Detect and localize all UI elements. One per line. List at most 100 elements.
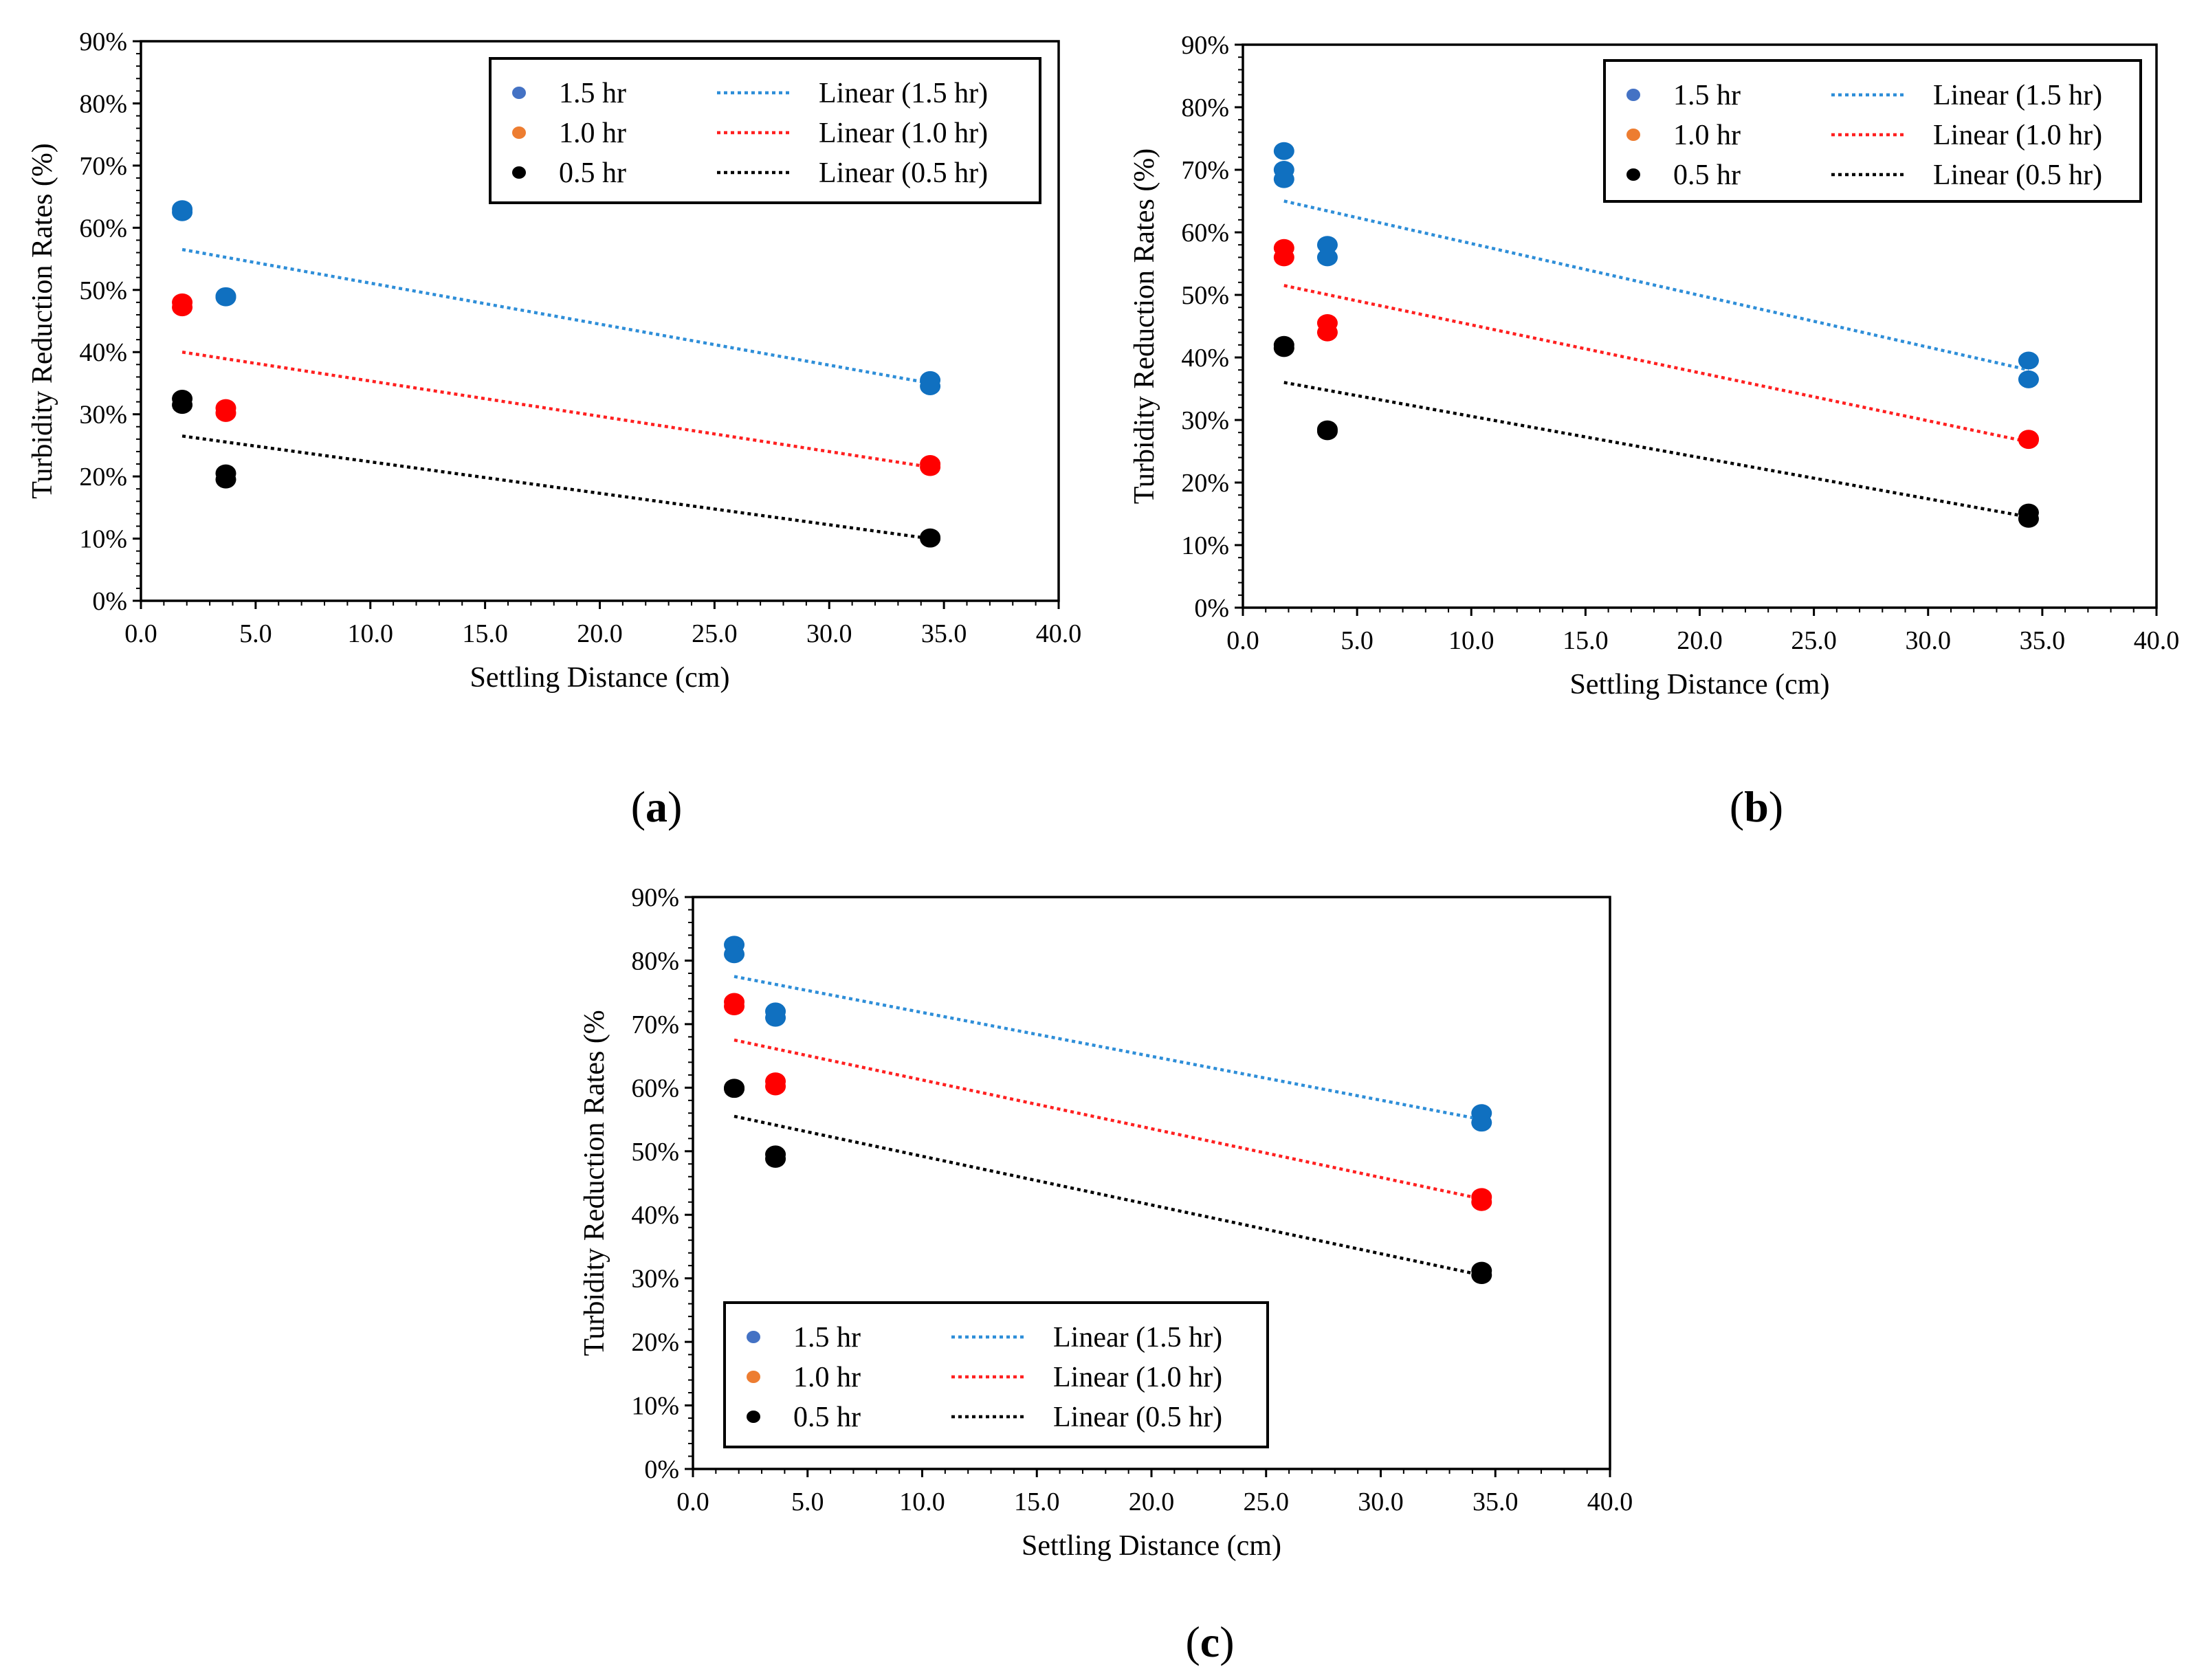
- panel-paren: ): [668, 782, 682, 831]
- legend-marker-1-5hr: [512, 87, 526, 99]
- legend-trend-label-1-5hr: Linear (1.5 hr): [1933, 80, 2102, 111]
- y-tick-label: 80%: [631, 947, 679, 975]
- y-tick-label: 50%: [1181, 281, 1229, 310]
- y-tick-label: 20%: [1181, 469, 1229, 498]
- y-axis-title: Turbidity Reduction Rates (%): [1129, 148, 1160, 505]
- y-axis-title: Turbidity Reduction Rates (%: [579, 1010, 610, 1356]
- data-point-1-5hr: [1273, 142, 1294, 160]
- data-point-1-0hr: [1471, 1193, 1492, 1211]
- legend-marker-1-0hr: [1626, 129, 1640, 141]
- legend: 1.5 hr Linear (1.5 hr) 1.0 hr Linear (1.0 h…: [723, 1301, 1269, 1448]
- y-tick-label: 0%: [92, 587, 127, 616]
- y-tick-label: 70%: [1181, 156, 1229, 185]
- y-tick-label: 50%: [79, 276, 127, 305]
- data-point-1-5hr: [215, 288, 236, 307]
- y-tick-label: 60%: [79, 214, 127, 243]
- legend-trend-label-0-5hr: Linear (0.5 hr): [819, 157, 988, 189]
- legend-marker-1-0hr: [512, 126, 526, 139]
- legend-label-1-0hr: 1.0 hr: [1673, 120, 1741, 151]
- y-tick-label: 30%: [631, 1265, 679, 1294]
- data-point-0-5hr: [215, 470, 236, 489]
- legend-trend-label-0-5hr: Linear (0.5 hr): [1053, 1402, 1222, 1433]
- data-point-0-5hr: [172, 396, 193, 415]
- panel-paren: (: [631, 782, 646, 831]
- x-tick-label: 10.0: [1448, 626, 1494, 655]
- x-tick-label: 30.0: [1358, 1488, 1404, 1516]
- legend-box: [1603, 59, 2142, 203]
- panel-label: (a): [631, 782, 683, 831]
- x-tick-label: 15.0: [1014, 1488, 1060, 1516]
- data-point-0-5hr: [2018, 509, 2039, 528]
- trendline-1-5hr: [181, 247, 931, 385]
- data-point-1-5hr: [1316, 236, 1338, 254]
- data-point-0-5hr: [920, 529, 941, 548]
- trendline-1-0hr: [181, 350, 931, 469]
- x-tick-label: 0.0: [676, 1488, 709, 1516]
- chart-panel-b: 0% 10% 20% 30% 40% 50% 60% 70% 80% 90% 0.0 5.0 10.0 1…: [1129, 31, 2179, 831]
- x-tick-label: 25.0: [1791, 626, 1837, 655]
- data-point-0-5hr: [1471, 1266, 1492, 1285]
- y-tick-label: 20%: [631, 1328, 679, 1357]
- series-0-5hr: [1273, 335, 2039, 528]
- panel-letter: b: [1744, 782, 1769, 831]
- data-point-1-5hr: [765, 1008, 786, 1027]
- chart-panel-a: 0% 10% 20% 30% 40% 50% 60% 70% 80% 90% 0.0 5.0 10.0 1…: [27, 27, 1081, 831]
- y-tick-label: 80%: [79, 89, 127, 118]
- data-point-1-5hr: [920, 377, 941, 395]
- legend-box: [489, 57, 1041, 204]
- y-tick-label: 40%: [1181, 344, 1229, 373]
- y-tick-label: 0%: [1194, 594, 1229, 623]
- y-tick-label: 30%: [79, 401, 127, 430]
- x-tick-label: 30.0: [1906, 626, 1952, 655]
- panel-label: (b): [1730, 782, 1783, 831]
- data-point-1-0hr: [724, 997, 745, 1016]
- legend-marker-1-5hr: [747, 1331, 760, 1343]
- y-tick-label: 10%: [1181, 531, 1229, 560]
- y-tick-label: 50%: [631, 1138, 679, 1167]
- y-tick-label: 70%: [631, 1010, 679, 1039]
- x-tick-label: 5.0: [239, 619, 272, 648]
- y-tick-label: 60%: [631, 1074, 679, 1103]
- trendline-0-5hr: [181, 434, 931, 540]
- y-tick-label: 40%: [631, 1201, 679, 1230]
- y-tick-label: 40%: [79, 338, 127, 367]
- data-point-1-5hr: [2018, 351, 2039, 370]
- legend: 1.5 hr Linear (1.5 hr) 1.0 hr Linear (1.0 h…: [489, 57, 1041, 204]
- series-1-0hr: [172, 293, 941, 476]
- data-point-0-5hr: [765, 1149, 786, 1168]
- x-tick-label: 10.0: [899, 1488, 945, 1516]
- x-tick-label: 5.0: [1341, 626, 1374, 655]
- x-tick-label: 40.0: [2134, 626, 2180, 655]
- data-point-1-5hr: [1273, 170, 1294, 188]
- legend-marker-0-5hr: [747, 1411, 760, 1423]
- data-point-1-0hr: [765, 1077, 786, 1096]
- panel-paren: ): [1769, 782, 1783, 831]
- x-tick-label: 25.0: [1244, 1488, 1290, 1516]
- legend-label-1-0hr: 1.0 hr: [793, 1362, 861, 1393]
- series-1-0hr: [1273, 239, 2039, 450]
- legend-trend-label-1-0hr: Linear (1.0 hr): [819, 118, 988, 149]
- y-tick-label: 90%: [1181, 31, 1229, 60]
- x-tick-label: 35.0: [2020, 626, 2066, 655]
- x-tick-label: 20.0: [1677, 626, 1723, 655]
- legend-trend-label-0-5hr: Linear (0.5 hr): [1933, 159, 2102, 191]
- x-tick-label: 40.0: [1036, 619, 1082, 648]
- x-tick-label: 5.0: [791, 1488, 824, 1516]
- legend: 1.5 hr Linear (1.5 hr) 1.0 hr Linear (1.0 h…: [1603, 59, 2142, 203]
- x-tick-label: 25.0: [692, 619, 738, 648]
- x-axis-title: Settling Distance (cm): [470, 662, 730, 694]
- legend-trend-label-1-5hr: Linear (1.5 hr): [819, 78, 988, 109]
- series-1-5hr: [1273, 142, 2039, 388]
- trendline-1-0hr: [1283, 284, 2029, 444]
- x-tick-label: 35.0: [1472, 1488, 1519, 1516]
- legend-trend-label-1-0hr: Linear (1.0 hr): [1053, 1362, 1222, 1393]
- legend-box: [723, 1301, 1269, 1448]
- legend-label-0-5hr: 0.5 hr: [1673, 159, 1741, 191]
- panel-label: (c): [1185, 1617, 1234, 1666]
- x-tick-label: 0.0: [124, 619, 157, 648]
- x-tick-label: 30.0: [806, 619, 852, 648]
- x-tick-label: 10.0: [348, 619, 394, 648]
- data-point-1-0hr: [920, 458, 941, 476]
- legend-trend-label-1-0hr: Linear (1.0 hr): [1933, 120, 2102, 151]
- legend-marker-1-5hr: [1626, 89, 1640, 101]
